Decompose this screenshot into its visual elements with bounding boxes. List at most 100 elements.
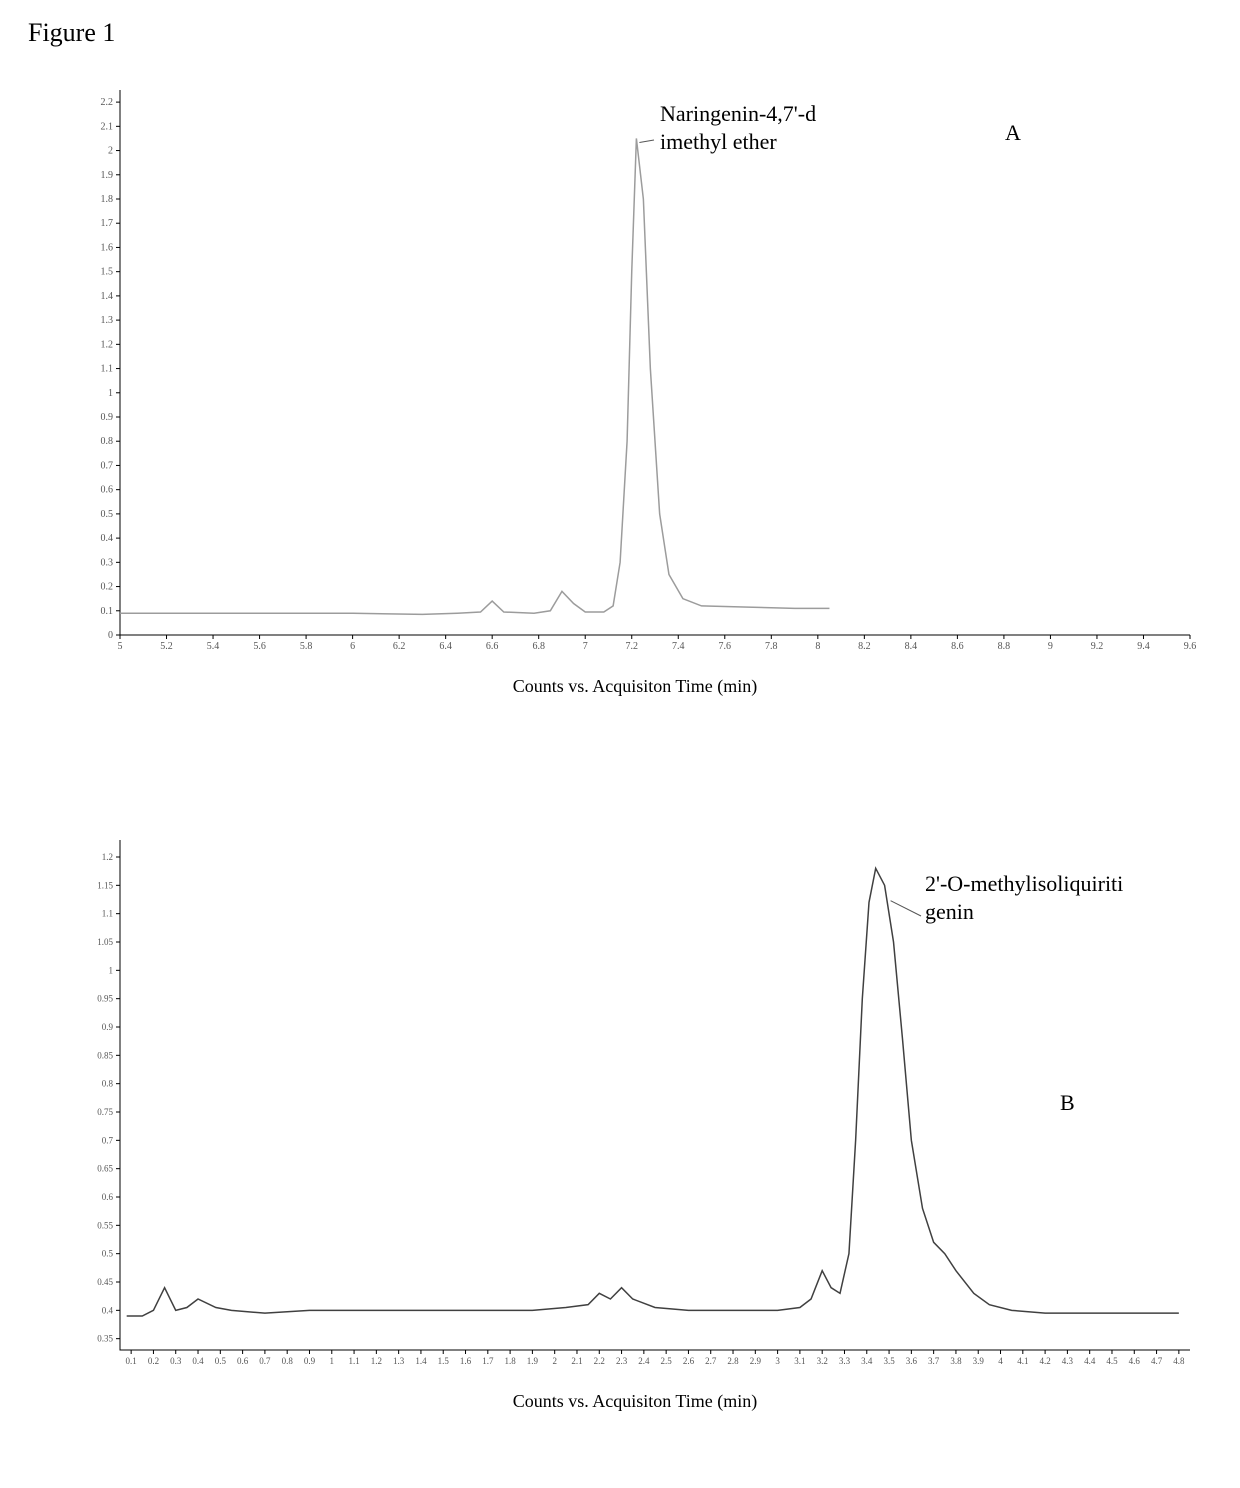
svg-text:7.8: 7.8 [765, 641, 778, 652]
svg-text:6.4: 6.4 [439, 641, 452, 652]
svg-text:9: 9 [1048, 641, 1053, 652]
svg-text:3.9: 3.9 [973, 1356, 985, 1366]
svg-text:0.9: 0.9 [101, 412, 114, 423]
svg-text:0: 0 [108, 630, 113, 641]
svg-text:2: 2 [108, 146, 113, 157]
svg-text:4.8: 4.8 [1173, 1356, 1185, 1366]
svg-text:3.2: 3.2 [817, 1356, 828, 1366]
svg-text:0.85: 0.85 [97, 1050, 113, 1060]
svg-text:0.6: 0.6 [101, 485, 114, 496]
svg-text:2.8: 2.8 [727, 1356, 739, 1366]
svg-text:8.4: 8.4 [905, 641, 918, 652]
svg-text:1.9: 1.9 [527, 1356, 539, 1366]
svg-text:0.5: 0.5 [215, 1356, 227, 1366]
annotation-line2: imethyl ether [660, 129, 777, 154]
svg-text:0.8: 0.8 [102, 1079, 114, 1089]
svg-text:4: 4 [998, 1356, 1003, 1366]
svg-text:5.6: 5.6 [253, 641, 266, 652]
svg-text:0.3: 0.3 [101, 557, 114, 568]
svg-text:0.1: 0.1 [101, 606, 114, 617]
svg-text:3.5: 3.5 [883, 1356, 895, 1366]
svg-text:5: 5 [118, 641, 123, 652]
svg-text:1: 1 [330, 1356, 335, 1366]
svg-text:2.1: 2.1 [101, 121, 114, 132]
svg-text:4.2: 4.2 [1039, 1356, 1050, 1366]
svg-text:0.45: 0.45 [97, 1277, 113, 1287]
svg-text:2.7: 2.7 [705, 1356, 717, 1366]
svg-text:0.4: 0.4 [101, 533, 114, 544]
svg-text:0.7: 0.7 [259, 1356, 271, 1366]
svg-text:2.4: 2.4 [638, 1356, 650, 1366]
svg-text:3.3: 3.3 [839, 1356, 851, 1366]
chart-a-peak-annotation: Naringenin-4,7'-d imethyl ether [660, 100, 816, 155]
svg-text:0.6: 0.6 [237, 1356, 249, 1366]
svg-text:1: 1 [108, 388, 113, 399]
svg-text:1.15: 1.15 [97, 880, 113, 890]
svg-text:7.2: 7.2 [625, 641, 638, 652]
svg-text:2.3: 2.3 [616, 1356, 628, 1366]
annotation-line2: genin [925, 899, 974, 924]
svg-text:2.6: 2.6 [683, 1356, 695, 1366]
svg-text:7.6: 7.6 [719, 641, 732, 652]
svg-text:0.4: 0.4 [192, 1356, 204, 1366]
svg-text:0.35: 0.35 [97, 1334, 113, 1344]
svg-text:0.2: 0.2 [148, 1356, 159, 1366]
svg-text:8: 8 [815, 641, 820, 652]
svg-text:0.7: 0.7 [102, 1135, 114, 1145]
svg-text:0.95: 0.95 [97, 994, 113, 1004]
svg-text:8.2: 8.2 [858, 641, 871, 652]
svg-text:0.7: 0.7 [101, 460, 114, 471]
svg-text:2.2: 2.2 [594, 1356, 605, 1366]
svg-text:1.9: 1.9 [101, 170, 114, 181]
svg-text:1.2: 1.2 [102, 852, 113, 862]
svg-text:1.1: 1.1 [102, 909, 113, 919]
svg-text:0.5: 0.5 [101, 509, 114, 520]
svg-text:0.5: 0.5 [102, 1249, 114, 1259]
svg-text:0.65: 0.65 [97, 1164, 113, 1174]
svg-text:4.6: 4.6 [1129, 1356, 1141, 1366]
chart-b-peak-annotation: 2'-O-methylisoliquiriti genin [925, 870, 1123, 925]
svg-text:0.9: 0.9 [304, 1356, 316, 1366]
svg-text:1.5: 1.5 [101, 267, 114, 278]
svg-text:7: 7 [583, 641, 588, 652]
svg-text:9.4: 9.4 [1137, 641, 1150, 652]
svg-text:0.1: 0.1 [126, 1356, 137, 1366]
svg-text:4.1: 4.1 [1017, 1356, 1028, 1366]
svg-text:6.2: 6.2 [393, 641, 406, 652]
svg-text:0.55: 0.55 [97, 1220, 113, 1230]
svg-text:1.3: 1.3 [101, 315, 114, 326]
svg-text:5.8: 5.8 [300, 641, 313, 652]
svg-text:0.75: 0.75 [97, 1107, 113, 1117]
svg-text:1.8: 1.8 [101, 194, 114, 205]
svg-text:1.4: 1.4 [101, 291, 114, 302]
svg-text:4.4: 4.4 [1084, 1356, 1096, 1366]
svg-text:1: 1 [109, 965, 114, 975]
x-axis-label: Counts vs. Acquisiton Time (min) [70, 1391, 1200, 1412]
svg-text:4.3: 4.3 [1062, 1356, 1074, 1366]
svg-text:1.2: 1.2 [371, 1356, 382, 1366]
chart-svg: 00.10.20.30.40.50.60.70.80.911.11.21.31.… [70, 80, 1200, 670]
svg-text:4.5: 4.5 [1106, 1356, 1118, 1366]
svg-text:9.2: 9.2 [1091, 641, 1104, 652]
svg-text:5.2: 5.2 [160, 641, 173, 652]
svg-text:2.1: 2.1 [571, 1356, 582, 1366]
svg-text:1.5: 1.5 [438, 1356, 450, 1366]
svg-text:2.2: 2.2 [101, 97, 114, 108]
svg-text:1.8: 1.8 [504, 1356, 516, 1366]
svg-text:8.8: 8.8 [998, 641, 1011, 652]
x-axis-label: Counts vs. Acquisiton Time (min) [70, 676, 1200, 697]
svg-text:0.6: 0.6 [102, 1192, 114, 1202]
svg-text:2: 2 [552, 1356, 557, 1366]
svg-text:1.6: 1.6 [101, 242, 114, 253]
svg-text:1.6: 1.6 [460, 1356, 472, 1366]
svg-text:0.8: 0.8 [282, 1356, 294, 1366]
svg-text:2.5: 2.5 [661, 1356, 673, 1366]
svg-text:1.1: 1.1 [348, 1356, 359, 1366]
annotation-line1: Naringenin-4,7'-d [660, 101, 816, 126]
svg-text:6.8: 6.8 [532, 641, 545, 652]
annotation-line1: 2'-O-methylisoliquiriti [925, 871, 1123, 896]
chart-a-panel-label: A [1005, 120, 1021, 146]
svg-text:0.3: 0.3 [170, 1356, 182, 1366]
svg-text:6: 6 [350, 641, 355, 652]
svg-text:5.4: 5.4 [207, 641, 220, 652]
